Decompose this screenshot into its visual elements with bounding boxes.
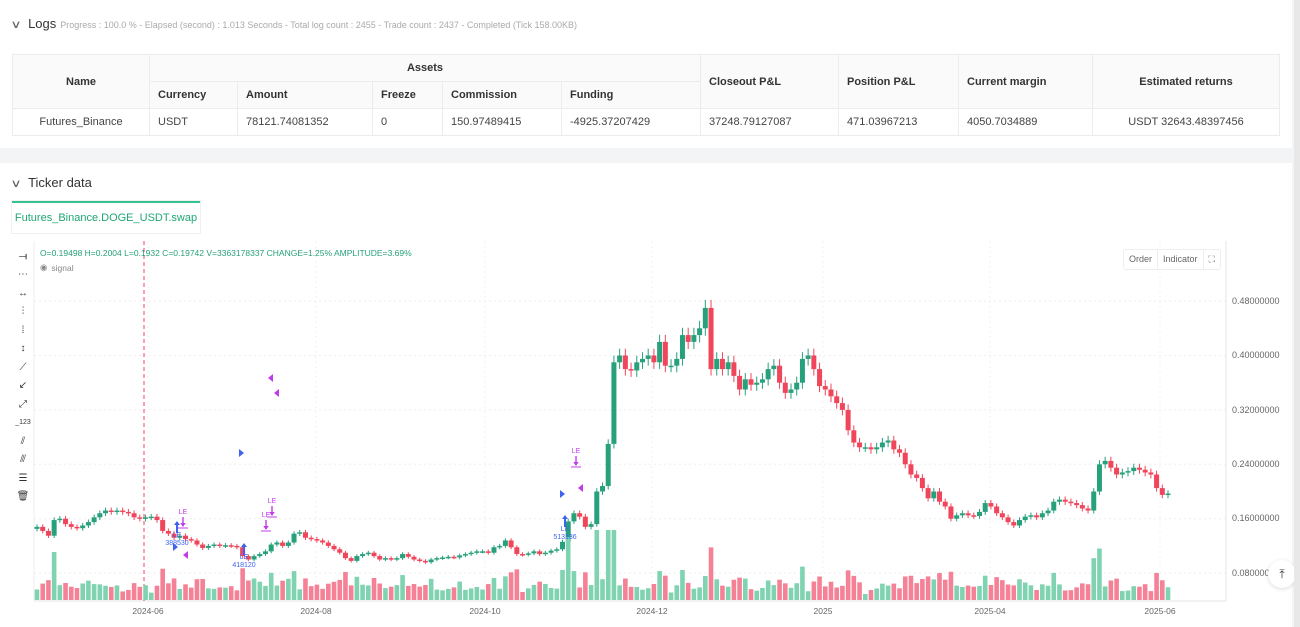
y-tick: 0.48000000	[1232, 296, 1280, 306]
logs-header[interactable]: ∨ Logs Progress : 100.0 % - Elapsed (sec…	[10, 16, 578, 31]
logs-panel: ∨ Logs Progress : 100.0 % - Elapsed (sec…	[0, 0, 1292, 148]
svg-text:LE: LE	[268, 498, 277, 505]
y-tick: 0.24000000	[1232, 459, 1280, 469]
y-tick: 0.40000000	[1232, 350, 1280, 360]
svg-text:418120: 418120	[232, 562, 255, 569]
col-group-assets: Assets	[149, 54, 701, 82]
drawing-toolbar: ⟞ ⋯ ↔ ⫶ ⁞ ↕ ⟋ ↙ ⤢ _123 ⫽ ⫻ ☰ 🗑	[12, 247, 34, 506]
cell-name: Futures_Binance	[12, 108, 150, 136]
assets-table: Name Assets Closeout P&L Position P&L Cu…	[12, 54, 1280, 136]
price-channel-icon[interactable]: ⫻	[20, 454, 26, 466]
ohlc-readout: O=0.19498 H=0.2004 L=0.1932 C=0.19742 V=…	[40, 248, 412, 258]
cell-freeze: 0	[372, 108, 443, 136]
col-name: Name	[12, 54, 150, 109]
logs-progress-meta: Progress : 100.0 % - Elapsed (second) : …	[60, 20, 578, 30]
svg-text:LE: LE	[572, 448, 581, 455]
order-button[interactable]: Order	[1124, 250, 1159, 269]
vertical-line-icon[interactable]: ⫶	[21, 306, 25, 318]
scroll-to-top-button[interactable]: ⤒	[1268, 560, 1296, 588]
cell-amount: 78121.74081352	[237, 108, 373, 136]
col-closeout-pnl: Closeout P&L	[700, 54, 839, 109]
chevron-down-icon[interactable]: ∨	[10, 19, 22, 31]
ticker-panel: ∨ Ticker data Futures_Binance.DOGE_USDT.…	[0, 163, 1292, 627]
x-tick: 2025-04	[974, 606, 1006, 616]
horizontal-segment-icon[interactable]: ↔	[18, 287, 28, 299]
col-funding: Funding	[561, 81, 701, 109]
table-row: Futures_Binance USDT 78121.74081352 0 15…	[12, 108, 1280, 136]
chart-area[interactable]: ⟞ ⋯ ↔ ⫶ ⁞ ↕ ⟋ ↙ ⤢ _123 ⫽ ⫻ ☰ 🗑 LE 388530 L…	[0, 241, 1292, 627]
col-freeze: Freeze	[372, 81, 443, 109]
indicator-button[interactable]: Indicator	[1158, 250, 1204, 269]
x-tick: 2025-06	[1144, 606, 1176, 616]
svg-text:LE: LE	[179, 509, 188, 516]
vertical-segment-icon[interactable]: ↕	[20, 343, 26, 355]
x-tick: 2025	[813, 606, 833, 616]
x-tick: 2024-10	[469, 606, 501, 616]
tab-doge-usdt-swap[interactable]: Futures_Binance.DOGE_USDT.swap	[12, 201, 200, 233]
cell-commission: 150.97489415	[442, 108, 562, 136]
col-currency: Currency	[149, 81, 238, 109]
cell-position-pnl: 471.03967213	[838, 108, 959, 136]
svg-text:LE: LE	[240, 554, 249, 561]
chart-button-group: Order Indicator ⛶	[1123, 249, 1221, 270]
logs-title: Logs	[28, 16, 57, 31]
vertical-ray-icon[interactable]: ⁞	[21, 324, 25, 336]
horizontal-ray-icon[interactable]: ⋯	[18, 269, 28, 281]
cell-funding: -4925.37207429	[561, 108, 701, 136]
y-tick: 0.16000000	[1232, 513, 1280, 523]
fibonacci-icon[interactable]: ☰	[18, 472, 28, 484]
price-line-icon[interactable]: _123	[15, 419, 31, 427]
col-commission: Commission	[442, 81, 562, 109]
svg-text:388530: 388530	[165, 540, 188, 547]
x-tick: 2024-12	[636, 606, 668, 616]
cell-currency: USDT	[149, 108, 238, 136]
trend-line-icon[interactable]: ⟋	[19, 361, 27, 373]
segment-line-icon[interactable]: ⤢	[19, 398, 27, 410]
page-scrollbar[interactable]	[1294, 0, 1300, 627]
horizontal-line-icon[interactable]: ⟞	[18, 250, 28, 262]
ticker-title: Ticker data	[28, 175, 92, 190]
col-estimated-returns: Estimated returns	[1092, 54, 1280, 109]
y-tick: 0.0800000	[1232, 568, 1275, 578]
svg-text:513136: 513136	[553, 534, 576, 541]
y-tick: 0.32000000	[1232, 405, 1280, 415]
cell-closeout-pnl: 37248.79127087	[700, 108, 839, 136]
parallel-channel-icon[interactable]: ⫽	[20, 435, 26, 447]
col-position-pnl: Position P&L	[838, 54, 959, 109]
cell-current-margin: 4050.7034889	[958, 108, 1093, 136]
cell-estimated-returns: USDT 32643.48397456	[1092, 108, 1280, 136]
trash-icon[interactable]: 🗑	[16, 491, 30, 503]
x-tick: 2024-08	[300, 606, 332, 616]
signal-label: signal	[51, 262, 74, 273]
fullscreen-icon[interactable]: ⛶	[1208, 254, 1215, 264]
col-amount: Amount	[237, 81, 373, 109]
chevron-down-icon[interactable]: ∨	[10, 178, 22, 190]
ray-line-icon[interactable]: ↙	[18, 380, 28, 392]
eye-icon[interactable]: ◉	[40, 262, 48, 272]
svg-text:LE: LE	[173, 532, 182, 539]
ticker-header[interactable]: ∨ Ticker data	[10, 175, 92, 190]
x-tick: 2024-06	[132, 606, 164, 616]
signal-legend[interactable]: ◉ signal	[40, 262, 74, 273]
col-current-margin: Current margin	[958, 54, 1093, 109]
svg-text:LE: LE	[262, 512, 271, 519]
svg-text:LE: LE	[561, 526, 570, 533]
